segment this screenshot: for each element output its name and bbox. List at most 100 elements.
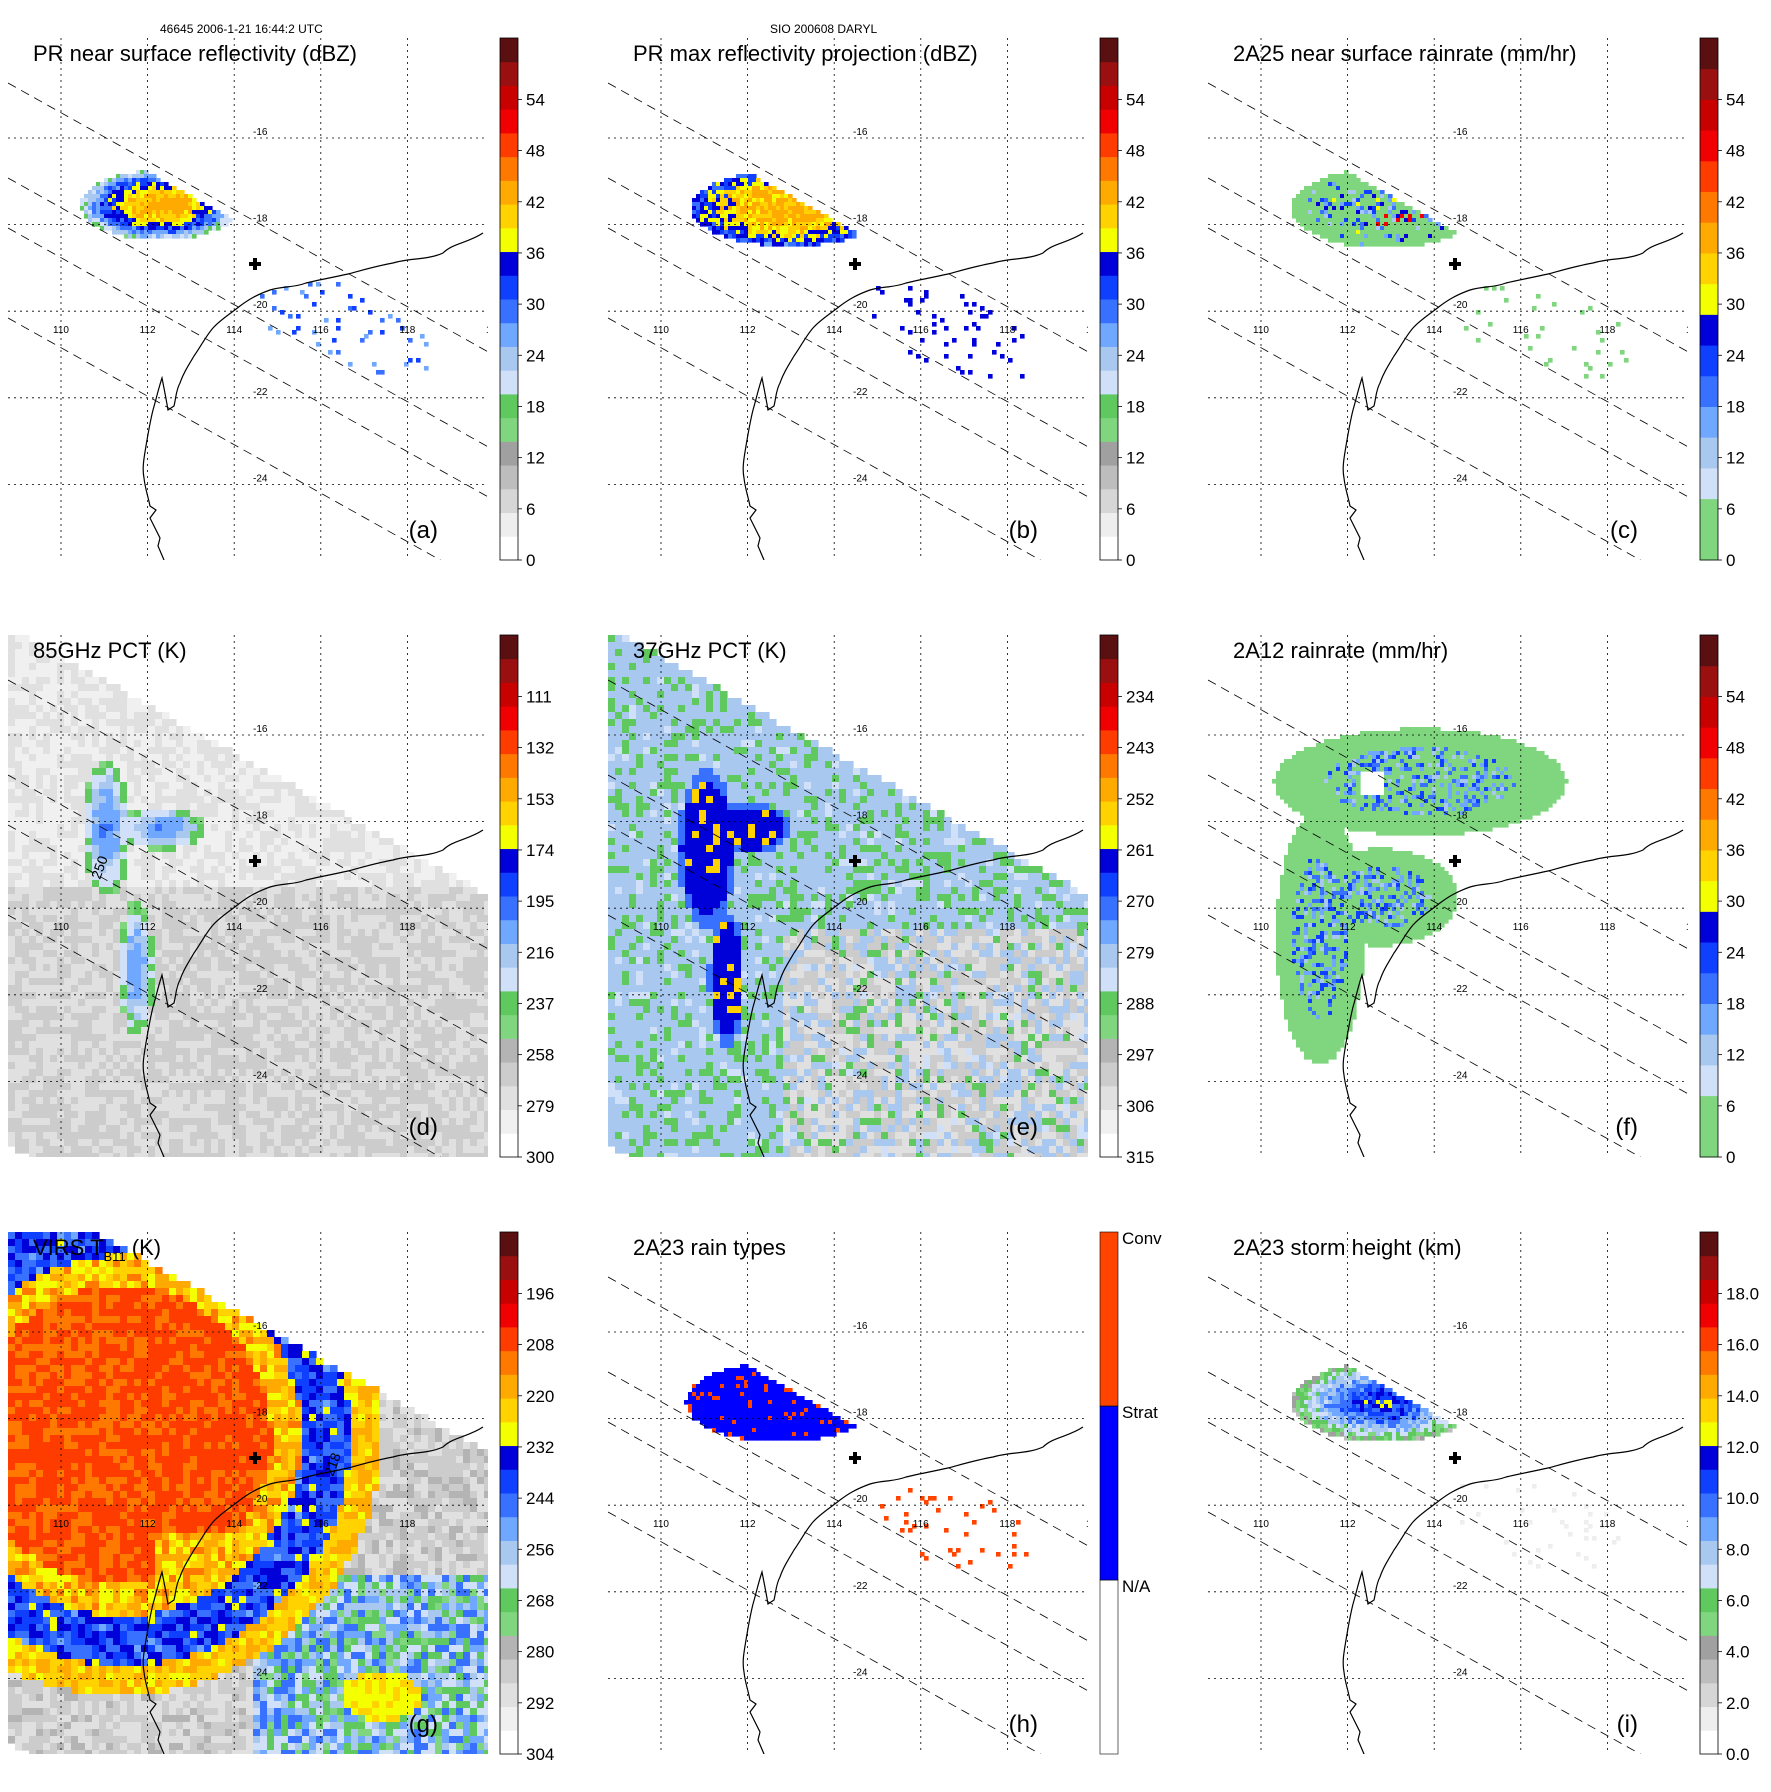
data-cell <box>780 242 785 247</box>
data-cell <box>190 1083 198 1091</box>
data-cell <box>84 210 89 215</box>
data-cell <box>1352 214 1357 219</box>
data-cell <box>1392 226 1397 231</box>
data-cell <box>113 964 121 972</box>
data-cell <box>113 1041 121 1049</box>
data-cell <box>365 992 373 1000</box>
data-cell <box>162 1090 170 1098</box>
data-cell <box>1360 190 1365 195</box>
data-cell <box>29 922 37 930</box>
data-cell <box>246 964 254 972</box>
data-cell <box>1360 198 1365 203</box>
data-cell <box>1348 230 1353 235</box>
data-cell <box>463 1076 471 1084</box>
data-cell <box>176 754 184 762</box>
data-cell <box>92 210 97 215</box>
data-cell <box>281 908 289 916</box>
data-cell <box>128 218 133 223</box>
data-cell <box>99 1027 107 1035</box>
data-cell <box>260 908 268 916</box>
data-cell <box>92 1062 100 1070</box>
data-cell <box>484 999 492 1007</box>
data-cell <box>232 782 240 790</box>
data-cell <box>190 936 198 944</box>
data-cell <box>148 712 156 720</box>
data-cell <box>8 922 16 930</box>
data-cell <box>50 838 58 846</box>
data-cell <box>421 1034 429 1042</box>
data-cell <box>442 950 450 958</box>
data-cell <box>260 775 268 783</box>
data-cell <box>15 803 23 811</box>
data-cell <box>712 198 717 203</box>
data-cell <box>190 817 198 825</box>
data-cell <box>414 971 422 979</box>
data-cell <box>274 1069 282 1077</box>
data-cell <box>1360 182 1365 187</box>
data-cell <box>728 214 733 219</box>
data-cell <box>197 1083 205 1091</box>
colorbar-segment <box>1100 441 1118 465</box>
data-cell <box>204 964 212 972</box>
data-cell <box>232 943 240 951</box>
data-cell <box>267 782 275 790</box>
data-cell <box>106 978 114 986</box>
data-cell <box>172 186 177 191</box>
data-cell <box>274 859 282 867</box>
header-storm-name: SIO 200608 DARYL <box>770 22 877 36</box>
colorbar-segment <box>1100 346 1118 370</box>
data-cell <box>239 1013 247 1021</box>
data-cell <box>106 1034 114 1042</box>
data-cell <box>36 796 44 804</box>
data-cell <box>796 210 801 215</box>
data-cell <box>1536 294 1541 299</box>
data-cell <box>1380 202 1385 207</box>
colorbar-segment <box>500 38 518 62</box>
data-cell <box>140 198 145 203</box>
data-cell <box>1332 206 1337 211</box>
data-cell <box>176 1034 184 1042</box>
data-cell <box>190 971 198 979</box>
data-cell <box>132 226 137 231</box>
data-cell <box>260 950 268 958</box>
data-cell <box>15 1013 23 1021</box>
data-cell <box>351 852 359 860</box>
data-cell <box>1384 210 1389 215</box>
data-cell <box>8 985 16 993</box>
data-cell <box>344 922 352 930</box>
data-cell <box>8 1090 16 1098</box>
data-cell <box>204 768 212 776</box>
data-cell <box>148 226 153 231</box>
data-cell <box>29 782 37 790</box>
data-cell <box>379 901 387 909</box>
data-cell <box>15 649 23 657</box>
data-cell <box>1376 226 1381 231</box>
data-cell <box>365 873 373 881</box>
data-cell <box>253 999 261 1007</box>
data-cell <box>1332 234 1337 239</box>
data-cell <box>716 226 721 231</box>
data-cell <box>281 852 289 860</box>
data-cell <box>337 901 345 909</box>
data-cell <box>324 318 329 323</box>
data-cell <box>748 230 753 235</box>
data-cell <box>442 894 450 902</box>
data-cell <box>57 733 65 741</box>
data-cell <box>134 810 142 818</box>
data-cell <box>309 831 317 839</box>
data-cell <box>128 230 133 235</box>
data-cell <box>1324 206 1329 211</box>
data-cell <box>386 1020 394 1028</box>
data-cell <box>64 824 72 832</box>
data-cell <box>99 929 107 937</box>
data-cell <box>88 194 93 199</box>
data-cell <box>232 887 240 895</box>
data-cell <box>127 698 135 706</box>
data-cell <box>1504 298 1509 303</box>
colorbar-segment <box>500 370 518 394</box>
data-cell <box>309 971 317 979</box>
